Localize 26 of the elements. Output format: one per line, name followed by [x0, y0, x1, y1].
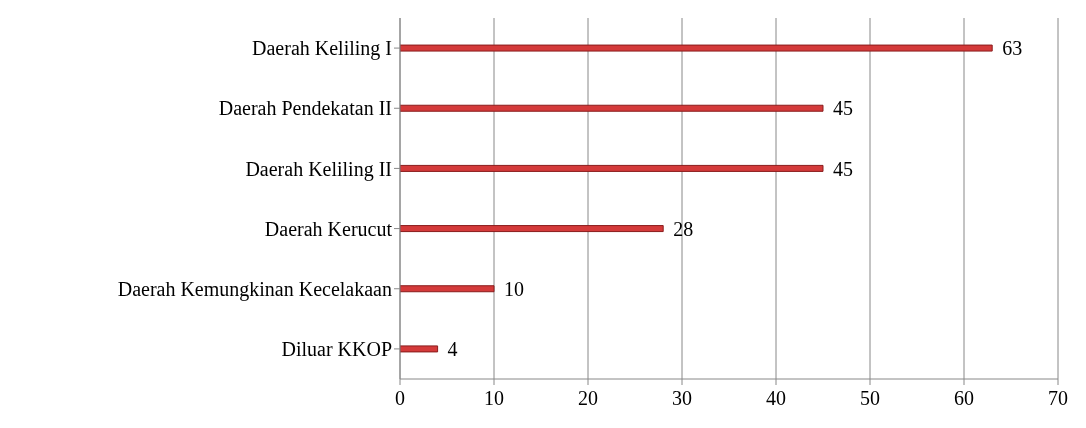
x-tick-label: 50 — [860, 387, 880, 410]
data-label: 45 — [833, 157, 853, 180]
data-label: 63 — [1002, 37, 1023, 60]
y-tick-label: Daerah Keliling II — [245, 157, 392, 181]
bar — [400, 44, 993, 52]
data-label: 45 — [833, 97, 853, 120]
data-label: 4 — [447, 338, 458, 361]
bar — [400, 285, 495, 293]
y-tick-label: Daerah Kemungkinan Kecelakaan — [117, 277, 392, 301]
x-tick-label: 20 — [578, 387, 598, 410]
y-tick-label: Daerah Pendekatan II — [218, 97, 392, 120]
x-tick-label: 60 — [954, 387, 974, 410]
x-tick-label: 0 — [395, 387, 405, 410]
x-tick-label: 30 — [672, 387, 692, 410]
bar — [400, 164, 824, 172]
x-tick-label: 40 — [766, 387, 786, 410]
y-tick-label: Daerah Kerucut — [264, 217, 393, 240]
bar — [400, 225, 664, 233]
data-label: 28 — [673, 217, 694, 240]
y-tick-label: Daerah Keliling I — [252, 37, 392, 61]
x-tick-label: 70 — [1048, 387, 1068, 410]
data-label: 10 — [504, 277, 524, 300]
x-tick-label: 10 — [484, 387, 504, 410]
bar — [400, 104, 824, 112]
y-tick-label: Diluar KKOP — [281, 338, 392, 361]
bar — [400, 345, 439, 353]
